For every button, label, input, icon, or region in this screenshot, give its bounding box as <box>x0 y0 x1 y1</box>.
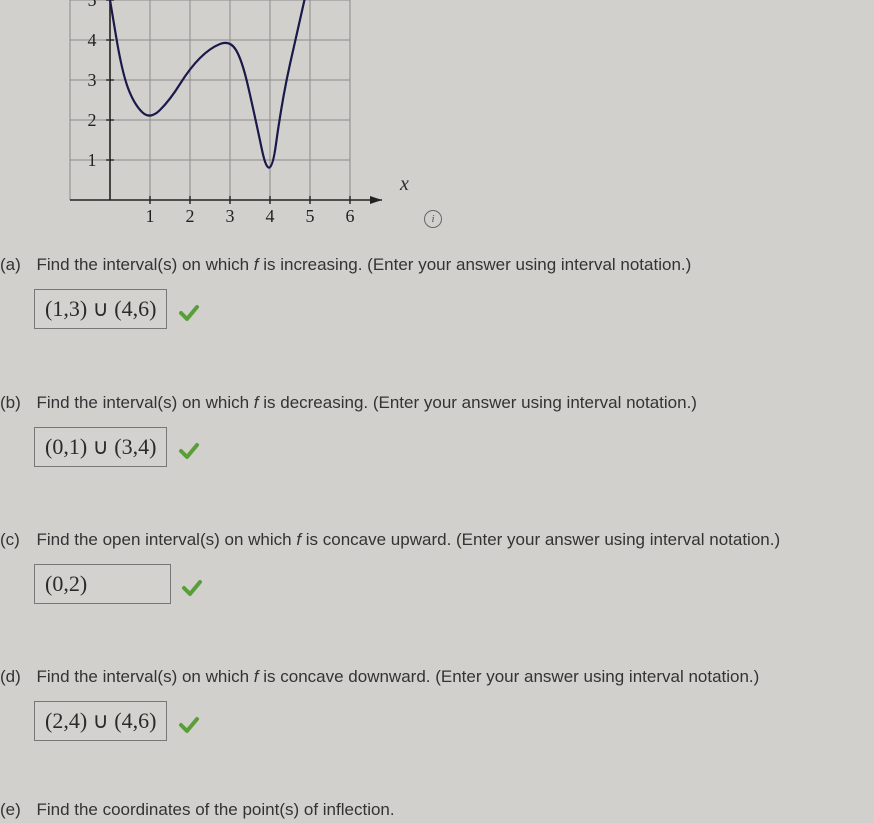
check-icon-a <box>178 302 200 329</box>
answer-box-b[interactable]: (0,1) ∪ (3,4) <box>34 427 167 467</box>
q-text-b: Find the interval(s) on which f is decre… <box>36 393 697 412</box>
check-icon-c <box>181 577 203 604</box>
x-axis-label: x <box>400 173 409 196</box>
q-label-e: (e) <box>0 800 32 820</box>
q-label-a: (a) <box>0 255 32 275</box>
q-text-b-after: is decreasing. (Enter your answer using … <box>259 393 697 412</box>
check-icon-d <box>178 714 200 741</box>
q-text-b-before: Find the interval(s) on which <box>36 393 253 412</box>
svg-text:3: 3 <box>88 70 97 90</box>
question-c: (c) Find the open interval(s) on which f… <box>0 530 860 604</box>
graph: 1 2 3 4 5 6 1 2 3 4 5 <box>60 0 400 240</box>
svg-text:5: 5 <box>306 206 315 226</box>
q-text-e: Find the coordinates of the point(s) of … <box>36 800 394 819</box>
svg-text:2: 2 <box>186 206 195 226</box>
svg-text:4: 4 <box>88 30 97 50</box>
q-text-c-after: is concave upward. (Enter your answer us… <box>301 530 780 549</box>
svg-text:1: 1 <box>88 150 97 170</box>
svg-text:3: 3 <box>226 206 235 226</box>
q-text-a: Find the interval(s) on which f is incre… <box>36 255 691 274</box>
q-label-c: (c) <box>0 530 32 550</box>
svg-text:4: 4 <box>266 206 275 226</box>
q-text-a-before: Find the interval(s) on which <box>36 255 253 274</box>
q-text-d-before: Find the interval(s) on which <box>36 667 253 686</box>
q-text-d: Find the interval(s) on which f is conca… <box>36 667 759 686</box>
q-text-c-before: Find the open interval(s) on which <box>36 530 296 549</box>
svg-text:6: 6 <box>346 206 355 226</box>
q-text-c: Find the open interval(s) on which f is … <box>36 530 780 549</box>
question-d: (d) Find the interval(s) on which f is c… <box>0 667 860 741</box>
q-text-a-after: is increasing. (Enter your answer using … <box>259 255 692 274</box>
q-label-d: (d) <box>0 667 32 687</box>
answer-box-d[interactable]: (2,4) ∪ (4,6) <box>34 701 167 741</box>
check-icon-b <box>178 440 200 467</box>
question-b: (b) Find the interval(s) on which f is d… <box>0 393 860 467</box>
answer-box-c[interactable]: (0,2) <box>34 564 171 604</box>
answer-box-a[interactable]: (1,3) ∪ (4,6) <box>34 289 167 329</box>
q-label-b: (b) <box>0 393 32 413</box>
question-e: (e) Find the coordinates of the point(s)… <box>0 800 860 820</box>
svg-text:1: 1 <box>146 206 155 226</box>
svg-text:5: 5 <box>88 0 97 10</box>
svg-text:2: 2 <box>88 110 97 130</box>
q-text-d-after: is concave downward. (Enter your answer … <box>259 667 760 686</box>
info-icon[interactable]: i <box>424 210 442 228</box>
question-a: (a) Find the interval(s) on which f is i… <box>0 255 860 329</box>
